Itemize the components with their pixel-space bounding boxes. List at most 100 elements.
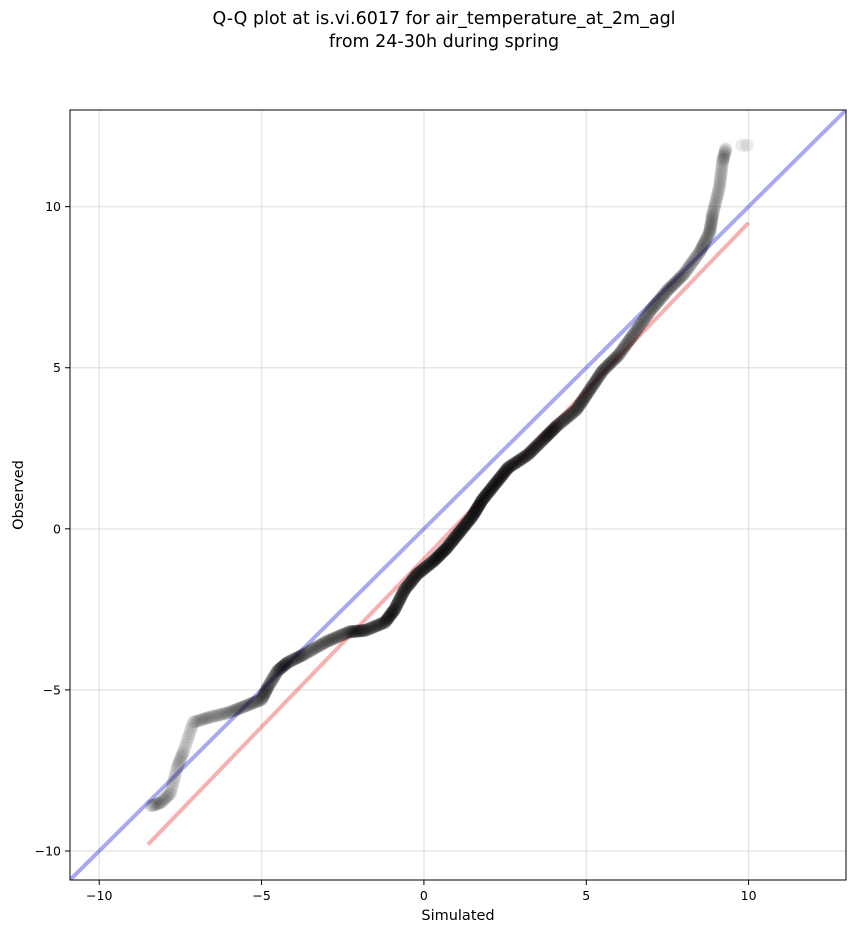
data-point xyxy=(338,627,352,641)
data-point xyxy=(393,593,407,607)
data-point xyxy=(306,642,320,656)
data-point xyxy=(524,445,538,458)
data-point xyxy=(419,561,432,574)
x-tick-label: −5 xyxy=(252,888,270,903)
data-point xyxy=(691,247,705,261)
data-point xyxy=(464,511,478,525)
data-point xyxy=(719,143,732,157)
data-point xyxy=(457,520,470,534)
data-point xyxy=(713,175,727,189)
data-point xyxy=(715,160,729,174)
data-point xyxy=(350,624,364,638)
data-point xyxy=(272,663,286,677)
data-point xyxy=(280,656,294,670)
data-point xyxy=(610,350,624,363)
data-point xyxy=(711,186,725,199)
data-point xyxy=(588,376,602,390)
data-point xyxy=(235,700,249,714)
data-point xyxy=(511,454,525,468)
data-point xyxy=(708,198,722,212)
data-point xyxy=(622,334,635,348)
data-point xyxy=(397,585,410,599)
data-point xyxy=(699,233,713,247)
data-point xyxy=(388,602,402,616)
identity-reference-line xyxy=(70,110,846,880)
data-point xyxy=(274,661,288,675)
data-point xyxy=(144,799,158,813)
data-point xyxy=(486,480,500,494)
data-point xyxy=(183,727,196,741)
data-point xyxy=(636,314,650,328)
data-point xyxy=(714,170,728,184)
data-point xyxy=(703,222,717,236)
data-point xyxy=(609,351,622,365)
data-point xyxy=(630,323,644,337)
data-point xyxy=(604,356,618,370)
data-point xyxy=(387,604,401,618)
data-point xyxy=(685,256,699,270)
data-point xyxy=(270,665,284,679)
data-point xyxy=(704,220,718,234)
data-point xyxy=(453,525,467,539)
data-point xyxy=(264,675,278,689)
data-point xyxy=(182,730,195,744)
data-point xyxy=(683,258,697,272)
data-point xyxy=(232,702,246,716)
data-point xyxy=(349,624,363,638)
data-point xyxy=(641,307,655,321)
data-point xyxy=(521,448,535,462)
data-point xyxy=(168,771,181,784)
chart-title-line-2: from 24-30h during spring xyxy=(328,32,560,52)
data-point xyxy=(266,672,280,686)
data-point xyxy=(275,660,289,674)
data-point xyxy=(166,776,180,790)
data-point xyxy=(537,432,551,446)
data-point xyxy=(281,656,294,669)
data-point xyxy=(526,443,540,457)
data-point xyxy=(538,430,552,444)
data-point xyxy=(171,759,185,773)
data-point xyxy=(615,343,629,357)
data-point xyxy=(600,359,614,373)
data-point xyxy=(458,519,472,533)
grid-layer xyxy=(70,110,846,880)
data-point xyxy=(705,214,719,228)
data-point xyxy=(546,423,560,437)
data-point xyxy=(696,239,710,253)
data-point xyxy=(315,637,329,651)
data-point xyxy=(149,797,163,811)
data-point xyxy=(665,279,679,293)
data-point xyxy=(184,724,197,738)
data-point xyxy=(571,401,585,415)
data-point xyxy=(702,227,716,241)
data-point xyxy=(378,615,392,629)
data-point xyxy=(201,711,215,725)
data-point xyxy=(496,467,510,481)
data-point xyxy=(652,293,666,307)
data-point xyxy=(451,527,465,541)
data-point xyxy=(492,472,506,486)
data-point xyxy=(199,711,213,725)
data-point xyxy=(299,646,313,660)
data-point xyxy=(447,532,461,545)
data-point xyxy=(628,325,642,339)
data-point xyxy=(440,541,454,555)
data-point xyxy=(716,155,730,168)
data-point xyxy=(410,567,424,581)
data-point xyxy=(240,698,254,712)
data-point xyxy=(719,142,733,156)
data-point xyxy=(256,690,270,704)
data-point xyxy=(403,577,417,591)
data-point xyxy=(317,636,331,650)
data-point xyxy=(229,703,243,717)
data-point xyxy=(297,648,311,661)
data-point xyxy=(718,147,732,161)
data-point xyxy=(389,600,403,614)
data-point xyxy=(165,781,179,795)
data-point xyxy=(697,237,711,251)
data-point xyxy=(544,425,557,439)
data-point xyxy=(542,427,556,440)
data-point xyxy=(547,421,561,435)
data-point xyxy=(383,609,397,623)
data-point xyxy=(257,687,271,701)
